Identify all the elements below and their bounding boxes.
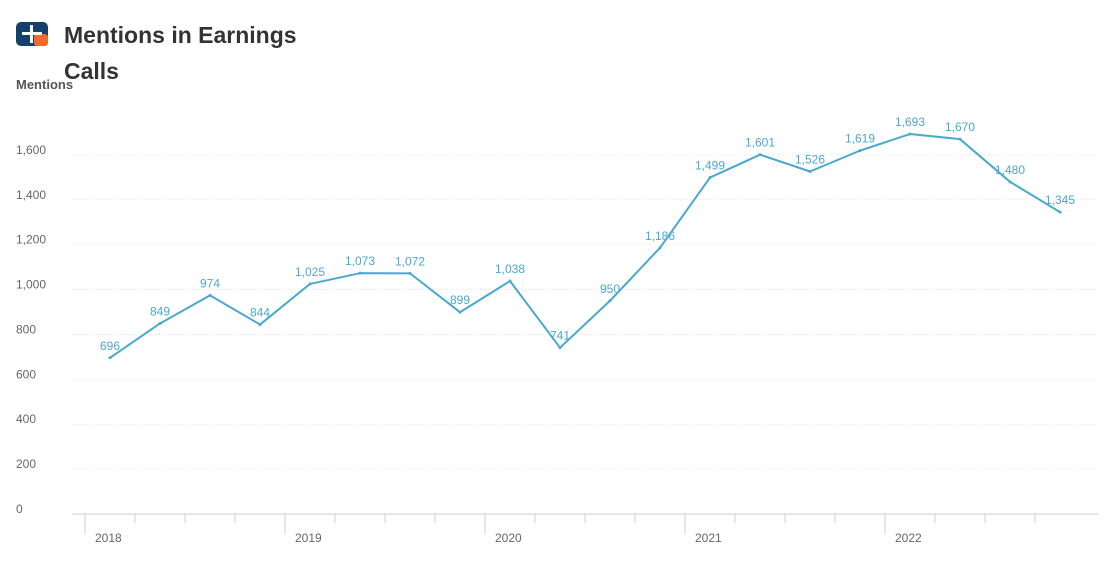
x-tick-label: 2020 — [495, 531, 522, 545]
y-tick-label: 1,200 — [16, 233, 46, 247]
data-point — [158, 321, 162, 325]
data-label: 849 — [150, 304, 170, 318]
data-label: 1,072 — [395, 254, 425, 268]
data-point — [658, 246, 662, 250]
y-tick-label: 800 — [16, 322, 36, 336]
brand-logo-icon — [16, 22, 48, 46]
data-point — [758, 153, 762, 157]
data-point — [858, 149, 862, 153]
data-label: 1,526 — [795, 152, 825, 166]
y-tick-label: 1,600 — [16, 143, 46, 157]
data-label: 844 — [250, 306, 270, 320]
data-label: 899 — [450, 293, 470, 307]
data-point — [608, 299, 612, 303]
data-point — [808, 169, 812, 173]
data-label: 1,345 — [1045, 193, 1075, 207]
data-point — [958, 137, 962, 141]
x-tick-label: 2021 — [695, 531, 722, 545]
data-point — [1008, 180, 1012, 184]
y-tick-label: 200 — [16, 457, 36, 471]
chart-title: Mentions in Earnings Calls — [64, 22, 297, 84]
data-point — [208, 293, 212, 297]
data-point — [258, 323, 262, 327]
y-tick-label: 400 — [16, 412, 36, 426]
data-point — [558, 346, 562, 350]
y-tick-label: 1,000 — [16, 278, 46, 292]
x-tick-label: 2022 — [895, 531, 922, 545]
data-label: 1,038 — [495, 262, 525, 276]
data-point — [358, 271, 362, 275]
y-tick-label: 0 — [16, 502, 23, 516]
data-label: 696 — [100, 339, 120, 353]
data-label: 1,693 — [895, 115, 925, 129]
y-tick-label: 1,400 — [16, 188, 46, 202]
data-point — [908, 132, 912, 136]
x-tick-label: 2019 — [295, 531, 322, 545]
data-point — [308, 282, 312, 286]
data-label: 741 — [550, 329, 570, 343]
data-point — [458, 310, 462, 314]
series-line — [109, 133, 1061, 359]
data-point — [508, 279, 512, 283]
data-label: 1,073 — [345, 254, 375, 268]
data-point — [108, 356, 112, 360]
data-label: 950 — [600, 282, 620, 296]
data-point — [708, 176, 712, 180]
data-label: 1,480 — [995, 163, 1025, 177]
data-label: 1,670 — [945, 120, 975, 134]
data-label: 1,186 — [645, 229, 675, 243]
data-label: 1,619 — [845, 132, 875, 146]
y-tick-label: 600 — [16, 367, 36, 381]
y-axis-label: Mentions — [16, 77, 74, 92]
x-tick-label: 2018 — [95, 531, 122, 545]
data-label: 1,025 — [295, 265, 325, 279]
data-label: 1,601 — [745, 136, 775, 150]
data-point — [1058, 210, 1062, 214]
data-label: 1,499 — [695, 159, 725, 173]
data-label: 974 — [200, 276, 220, 290]
data-point — [408, 271, 412, 275]
